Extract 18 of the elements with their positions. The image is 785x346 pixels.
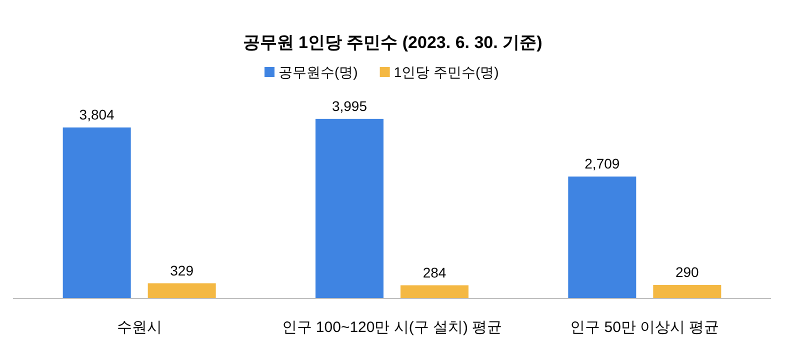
x-tick-label: 인구 100~120만 시(구 설치) 평균	[282, 319, 502, 336]
bar	[568, 176, 636, 298]
data-label: 284	[422, 264, 446, 280]
bar	[62, 127, 131, 298]
x-tick-label: 수원시	[116, 319, 162, 336]
chart-title: 공무원 1인당 주민수 (2023. 6. 30. 기준)	[242, 33, 542, 52]
legend-label: 1인당 주민수(명)	[394, 64, 499, 80]
data-label: 329	[170, 262, 194, 278]
data-label: 2,709	[584, 156, 620, 172]
x-tick-label: 인구 50만 이상시 평균	[570, 319, 720, 336]
bar	[653, 285, 722, 298]
bar	[316, 118, 384, 298]
data-label: 3,804	[79, 106, 115, 122]
bar	[148, 283, 216, 298]
legend-label: 공무원수(명)	[278, 64, 358, 80]
bar	[400, 285, 468, 298]
data-label: 3,995	[332, 98, 368, 114]
data-label: 290	[675, 264, 700, 280]
